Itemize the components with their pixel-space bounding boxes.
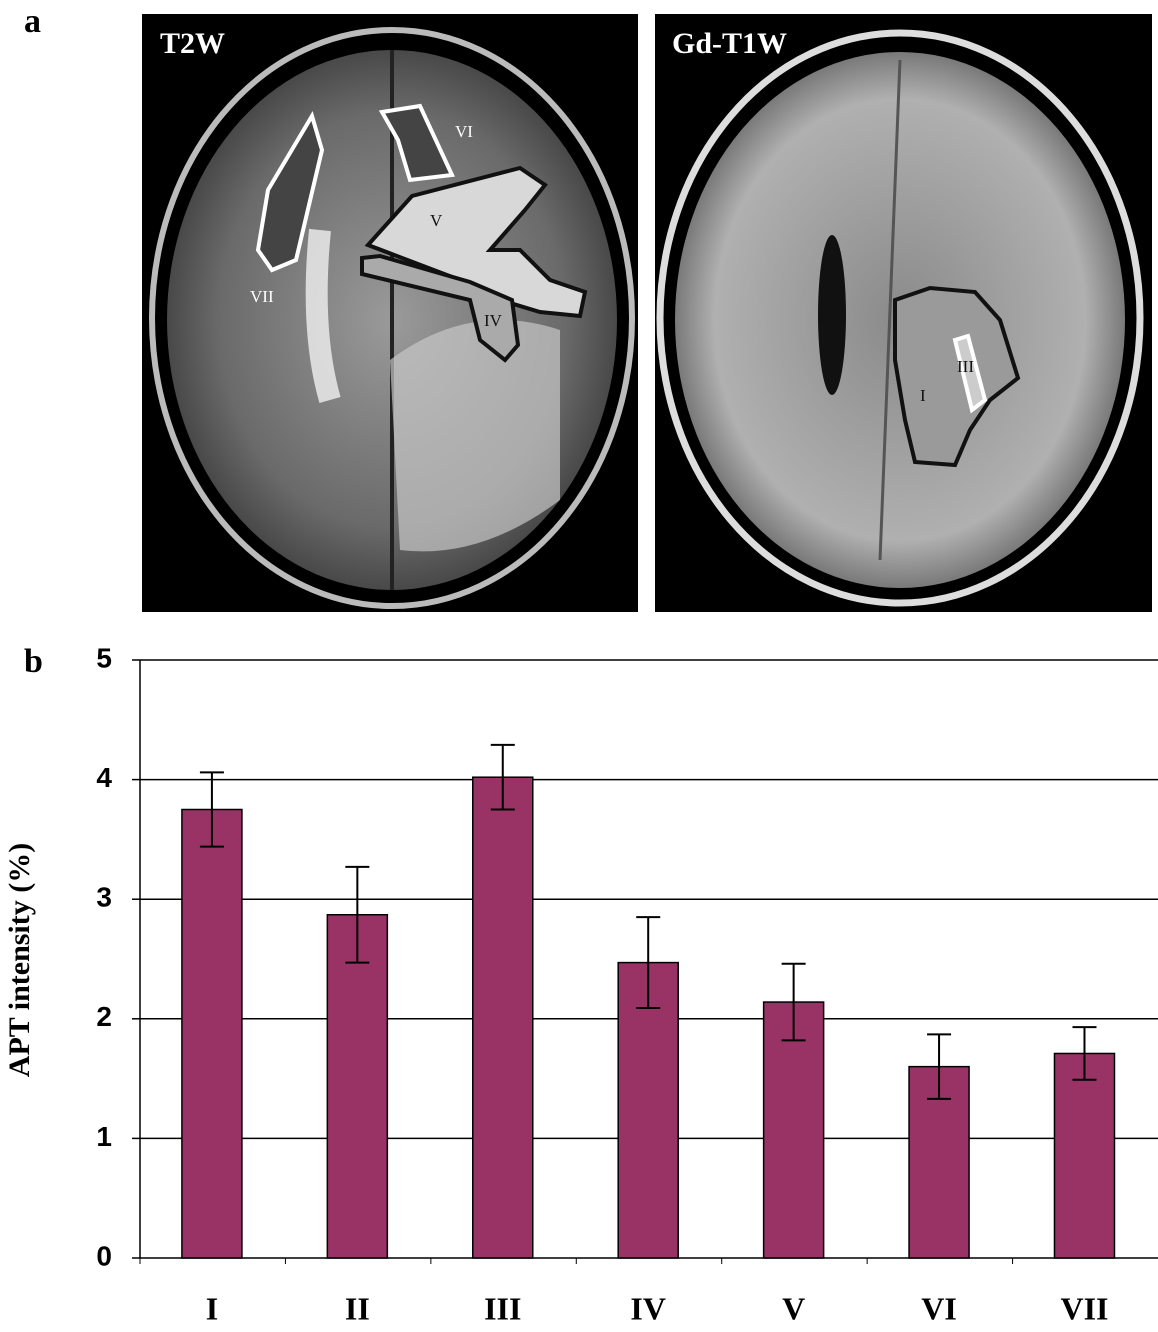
- x-tick-label: II: [345, 1290, 370, 1326]
- roi-label: VI: [455, 122, 473, 141]
- x-tick-label: V: [782, 1290, 805, 1326]
- roi-label: VII: [250, 287, 274, 306]
- panel-label: b: [24, 643, 43, 680]
- x-tick-label: VI: [921, 1290, 957, 1326]
- page: a b T2W VI V IV VII Gd-T1W III I APT int…: [0, 0, 1158, 1332]
- y-axis-label: APT intensity (%): [3, 843, 36, 1077]
- x-tick-label: VII: [1060, 1290, 1108, 1326]
- roi-label: IV: [484, 311, 503, 330]
- y-tick-label: 4: [96, 762, 112, 793]
- mri-image-t2w: T2W VI V IV VII: [142, 14, 638, 612]
- y-tick-label: 3: [96, 882, 112, 913]
- mri-image-gd-t1w: Gd-T1W III I: [655, 14, 1152, 612]
- x-tick-label: III: [484, 1290, 521, 1326]
- roi-label: V: [430, 211, 443, 230]
- roi-label: III: [957, 357, 974, 376]
- figure: a b T2W VI V IV VII Gd-T1W III I APT int…: [0, 0, 1158, 1332]
- image-title: Gd-T1W: [672, 27, 787, 60]
- y-tick-label: 5: [96, 642, 112, 673]
- y-tick-label: 1: [96, 1121, 112, 1152]
- x-tick-label: IV: [630, 1290, 666, 1326]
- bar: [1054, 1053, 1114, 1258]
- roi-label: I: [920, 386, 926, 405]
- y-tick-label: 0: [96, 1240, 112, 1271]
- bar: [327, 915, 387, 1258]
- image-title: T2W: [160, 27, 225, 60]
- x-tick-label: I: [206, 1290, 218, 1326]
- bar: [473, 777, 533, 1258]
- panel-label: a: [24, 3, 41, 40]
- bar: [182, 810, 242, 1259]
- y-tick-label: 2: [96, 1001, 112, 1032]
